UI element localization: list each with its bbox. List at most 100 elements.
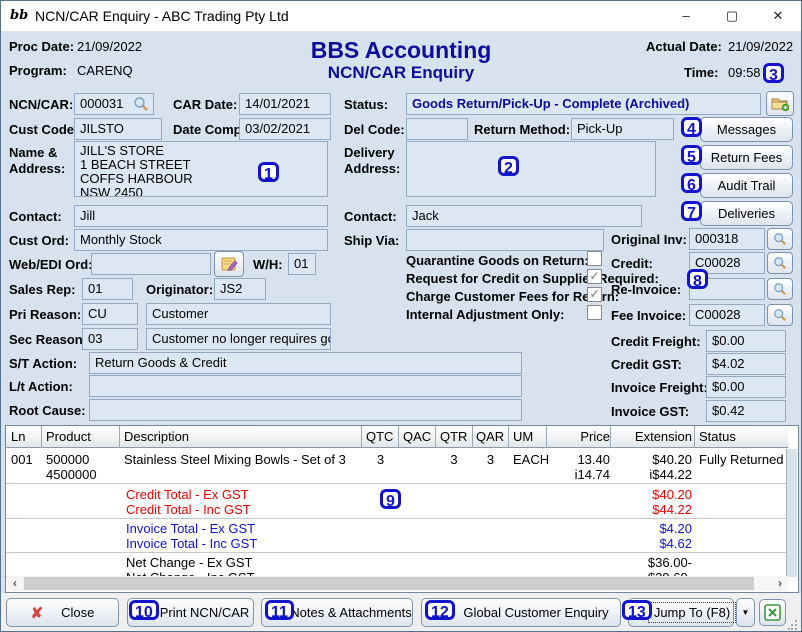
wh-field[interactable]: 01 bbox=[288, 253, 316, 275]
sales-rep-field[interactable]: 01 bbox=[82, 278, 133, 300]
re-invoice-search-button[interactable] bbox=[767, 278, 793, 300]
car-date-field[interactable]: 14/01/2021 bbox=[239, 93, 331, 115]
root-cause-field[interactable] bbox=[89, 399, 522, 421]
del-code-label: Del Code: bbox=[344, 122, 405, 137]
charge-fees-checkbox[interactable]: ✓ bbox=[587, 287, 602, 302]
scroll-right-icon[interactable]: › bbox=[778, 576, 782, 590]
close-window-button[interactable]: ✕ bbox=[772, 8, 784, 23]
audit-trail-button[interactable]: Audit Trail bbox=[700, 173, 793, 198]
credit-freight-label: Credit Freight: bbox=[611, 334, 701, 349]
return-method-label: Return Method: bbox=[474, 122, 571, 137]
originator-field[interactable]: JS2 bbox=[214, 278, 266, 300]
name-address-label: Name & bbox=[9, 145, 58, 160]
credit-label: Credit: bbox=[611, 256, 653, 271]
horizontal-scrollbar[interactable]: ‹ › bbox=[7, 576, 788, 591]
search-icon bbox=[773, 282, 787, 296]
lt-action-field[interactable] bbox=[89, 375, 522, 397]
sec-reason-desc-field[interactable]: Customer no longer requires goo bbox=[146, 328, 331, 350]
search-icon bbox=[773, 256, 787, 270]
cell-status: Fully Returned bbox=[699, 452, 784, 467]
col-header-extension[interactable]: Extension bbox=[634, 429, 692, 444]
col-header-qtr[interactable]: QTR bbox=[440, 429, 468, 444]
request-credit-checkbox[interactable]: ✓ bbox=[587, 269, 602, 284]
original-inv-field[interactable]: 000318 bbox=[689, 228, 765, 250]
col-header-price[interactable]: Price bbox=[580, 429, 610, 444]
scroll-left-icon[interactable]: ‹ bbox=[13, 576, 17, 590]
som-marker-8: 8 bbox=[687, 269, 708, 290]
export-excel-button[interactable] bbox=[759, 599, 786, 626]
cell-qtc: 3 bbox=[376, 452, 385, 467]
som-marker-10: 10 bbox=[129, 600, 159, 621]
fee-invoice-search-button[interactable] bbox=[767, 304, 793, 326]
credit-gst-label: Credit GST: bbox=[611, 357, 682, 372]
search-icon bbox=[773, 232, 787, 246]
delivery-contact-field[interactable]: Jack bbox=[406, 205, 642, 227]
messages-button[interactable]: Messages bbox=[700, 117, 793, 142]
close-button[interactable]: ✘ Close bbox=[6, 598, 119, 627]
col-header-um[interactable]: UM bbox=[513, 429, 534, 444]
horizontal-scrollbar-thumb[interactable] bbox=[24, 577, 754, 590]
ncn-car-field[interactable]: 000031 bbox=[74, 93, 154, 115]
edit-note-button[interactable] bbox=[214, 251, 244, 277]
pri-reason-label: Pri Reason: bbox=[9, 307, 82, 322]
deliveries-button[interactable]: Deliveries bbox=[700, 201, 793, 226]
pri-reason-desc-field[interactable]: Customer bbox=[146, 303, 331, 325]
search-icon bbox=[773, 308, 787, 322]
ncn-search-icon[interactable] bbox=[133, 96, 149, 112]
invoice-freight-field[interactable]: $0.00 bbox=[706, 376, 786, 398]
cust-code-field[interactable]: JILSTO bbox=[74, 118, 162, 140]
col-header-ln[interactable]: Ln bbox=[11, 429, 26, 444]
re-invoice-field[interactable] bbox=[689, 278, 765, 300]
date-comp-field[interactable]: 03/02/2021 bbox=[239, 118, 331, 140]
spreadsheet-icon bbox=[764, 604, 781, 621]
original-inv-search-button[interactable] bbox=[767, 228, 793, 250]
address-line: COFFS HARBOUR bbox=[80, 171, 193, 186]
re-invoice-label: Re-Invoice: bbox=[611, 282, 682, 297]
som-marker-13: 13 bbox=[622, 600, 652, 621]
sec-reason-code-field[interactable]: 03 bbox=[82, 328, 138, 350]
credit-search-button[interactable] bbox=[767, 252, 793, 274]
name-address-box[interactable]: JILL'S STORE 1 BEACH STREET COFFS HARBOU… bbox=[74, 141, 328, 197]
som-marker-9: 9 bbox=[380, 489, 401, 510]
delivery-address-box[interactable] bbox=[406, 141, 656, 197]
minimize-button[interactable]: – bbox=[682, 8, 690, 23]
cust-ord-field[interactable]: Monthly Stock bbox=[74, 229, 328, 251]
credit-gst-field[interactable]: $4.02 bbox=[706, 353, 786, 375]
internal-adj-checkbox[interactable] bbox=[587, 305, 602, 320]
open-folder-button[interactable] bbox=[766, 91, 794, 116]
delivery-address-label: Delivery bbox=[344, 145, 395, 160]
program-value: CARENQ bbox=[77, 63, 133, 78]
quarantine-checkbox[interactable] bbox=[587, 251, 602, 266]
col-header-description[interactable]: Description bbox=[124, 429, 190, 444]
web-edi-field[interactable] bbox=[91, 253, 211, 275]
global-button-label: Global Customer Enquiry bbox=[463, 605, 609, 620]
return-fees-button[interactable]: Return Fees bbox=[700, 145, 793, 170]
jump-to-dropdown-button[interactable]: ▼ bbox=[736, 598, 755, 627]
fee-invoice-field[interactable]: C00028 bbox=[689, 304, 765, 326]
credit-total-ex-value: $40.20 bbox=[652, 487, 692, 502]
return-method-field[interactable]: Pick-Up bbox=[571, 118, 674, 140]
col-header-product[interactable]: Product bbox=[46, 429, 91, 444]
ship-via-field[interactable] bbox=[406, 229, 604, 251]
originator-label: Originator: bbox=[146, 282, 214, 297]
maximize-button[interactable]: ▢ bbox=[725, 8, 739, 23]
invoice-gst-field[interactable]: $0.42 bbox=[706, 400, 786, 422]
col-header-qtc[interactable]: QTC bbox=[366, 429, 394, 444]
st-action-field[interactable]: Return Goods & Credit bbox=[89, 352, 522, 374]
contact-field[interactable]: Jill bbox=[74, 205, 328, 227]
pri-reason-code-field[interactable]: CU bbox=[82, 303, 138, 325]
invoice-total-inc-label: Invoice Total - Inc GST bbox=[126, 536, 258, 551]
credit-field[interactable]: C00028 bbox=[689, 252, 765, 274]
del-code-field[interactable] bbox=[406, 118, 468, 140]
som-marker-3: 3 bbox=[763, 63, 784, 84]
ship-via-label: Ship Via: bbox=[344, 233, 400, 248]
app-title: BBS Accounting bbox=[310, 37, 492, 63]
title-bar[interactable]: bb NCN/CAR Enquiry - ABC Trading Pty Ltd… bbox=[1, 1, 801, 31]
credit-freight-field[interactable]: $0.00 bbox=[706, 330, 786, 352]
col-header-qar[interactable]: QAR bbox=[476, 429, 505, 444]
resize-grip[interactable] bbox=[788, 620, 798, 630]
col-header-qac[interactable]: QAC bbox=[403, 429, 432, 444]
col-header-status[interactable]: Status bbox=[699, 429, 736, 444]
status-field[interactable]: Goods Return/Pick-Up - Complete (Archive… bbox=[406, 93, 761, 115]
vertical-scrollbar[interactable] bbox=[786, 449, 797, 577]
